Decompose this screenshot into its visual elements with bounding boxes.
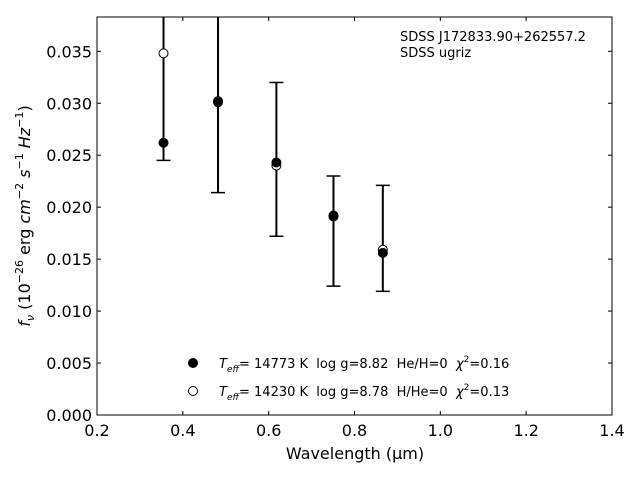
- y-tick-label-7: 0.035: [46, 42, 92, 61]
- legend: Teff= 14773 K log g=8.82 He/H=0 χ2=0.16 …: [188, 355, 509, 403]
- point-open-0: [158, 48, 169, 59]
- x-axis-label: Wavelength (μm): [286, 444, 424, 463]
- y-tick-label-5: 0.025: [46, 146, 92, 165]
- point-filled-0: [158, 137, 169, 148]
- y-tick-label-6: 0.030: [46, 94, 92, 113]
- point-filled-2: [271, 157, 282, 168]
- x-tick-label-6: 1.4: [599, 421, 624, 440]
- legend-marker-open: [188, 386, 198, 396]
- annotation-line-1: SDSS J172833.90+262557.2: [400, 30, 586, 45]
- x-tick-label-1: 0.4: [170, 421, 195, 440]
- point-filled-1: [213, 97, 224, 108]
- data-points: [158, 48, 388, 258]
- x-tick-label-0: 0.2: [84, 421, 109, 440]
- legend-label-open: Teff= 14230 K log g=8.78 H/He=0 χ2=0.13: [219, 383, 509, 403]
- legend-marker-filled: [188, 358, 198, 368]
- y-tick-label-4: 0.020: [46, 198, 92, 217]
- x-tick-label-4: 1.0: [428, 421, 453, 440]
- x-tick-label-2: 0.6: [256, 421, 281, 440]
- legend-label-filled: Teff= 14773 K log g=8.82 He/H=0 χ2=0.16: [219, 355, 509, 375]
- y-axis-label: fν (10−26 erg cm−2 s−1 Hz−1): [13, 105, 37, 326]
- point-filled-3: [328, 210, 339, 221]
- y-tick-label-1: 0.005: [46, 354, 92, 373]
- axis-ticks: 0.2 0.4 0.6 0.8 1.0 1.2 1.4 0.000 0.005 0.010 0.01…: [46, 17, 625, 440]
- point-filled-4: [377, 247, 388, 258]
- annotation-line-2: SDSS ugriz: [400, 46, 471, 61]
- y-tick-label-0: 0.000: [46, 406, 92, 425]
- x-tick-label-3: 0.8: [342, 421, 367, 440]
- x-tick-label-5: 1.2: [513, 421, 538, 440]
- y-tick-label-2: 0.010: [46, 302, 92, 321]
- y-tick-label-3: 0.015: [46, 250, 92, 269]
- plot-area: [96, 16, 613, 416]
